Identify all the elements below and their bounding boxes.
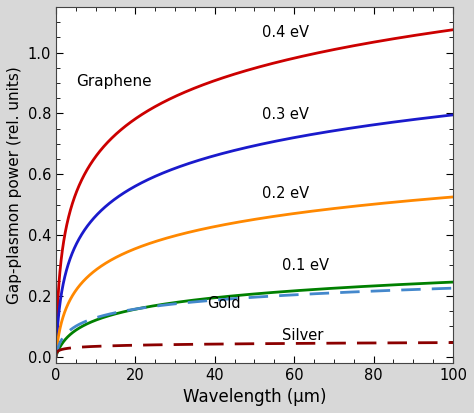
Text: Silver: Silver xyxy=(282,328,324,343)
Text: 0.4 eV: 0.4 eV xyxy=(263,25,310,40)
Text: Gold: Gold xyxy=(207,297,240,311)
Text: 0.3 eV: 0.3 eV xyxy=(263,107,309,122)
Y-axis label: Gap-plasmon power (rel. units): Gap-plasmon power (rel. units) xyxy=(7,66,22,304)
Text: Graphene: Graphene xyxy=(76,74,151,89)
Text: 0.1 eV: 0.1 eV xyxy=(282,259,329,273)
Text: 0.2 eV: 0.2 eV xyxy=(263,186,310,202)
X-axis label: Wavelength (μm): Wavelength (μm) xyxy=(182,388,326,406)
